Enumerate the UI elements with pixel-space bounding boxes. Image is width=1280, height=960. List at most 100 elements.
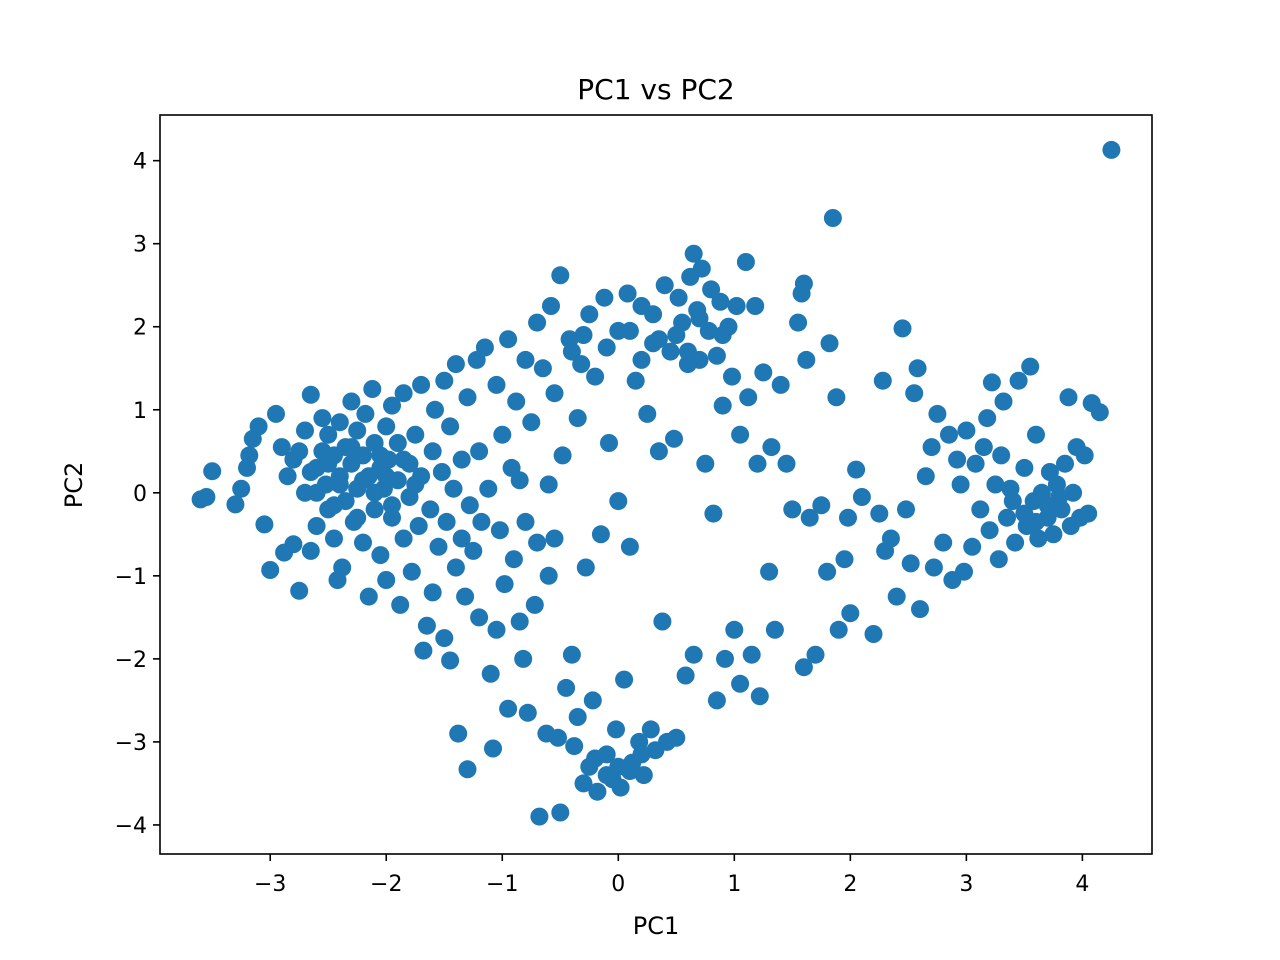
scatter-point: [634, 766, 653, 785]
scatter-point: [363, 380, 382, 398]
y-axis-label: PC2: [60, 462, 88, 509]
scatter-point: [377, 417, 396, 436]
scatter-point: [588, 782, 607, 801]
scatter-point: [417, 616, 436, 635]
scatter-point: [409, 517, 428, 535]
scatter-point: [301, 463, 320, 481]
scatter-point: [545, 529, 564, 548]
plot-frame: [159, 114, 1153, 855]
scatter-point: [325, 496, 343, 515]
scatter-point: [514, 649, 533, 668]
y-axis: −4 −3 −2 −1 0 1 2 3 4: [115, 150, 160, 839]
scatter-point: [446, 355, 465, 374]
scatter-point: [493, 425, 512, 444]
scatter-point: [568, 708, 587, 726]
scatter-point: [742, 645, 761, 664]
scatter-point: [873, 371, 892, 390]
scatter-point: [490, 521, 509, 540]
scatter-point: [986, 475, 1005, 494]
scatter-point: [255, 515, 274, 534]
scatter-point: [565, 737, 584, 756]
scatter-point: [736, 253, 755, 271]
scatter-point: [576, 558, 595, 577]
scatter-point: [319, 425, 338, 444]
scatter-point: [487, 375, 506, 394]
scatter-point: [586, 749, 605, 768]
scatter-point: [989, 550, 1008, 569]
scatter-point: [429, 537, 448, 556]
y-tick-label: −1: [115, 565, 147, 590]
scatter-point: [800, 508, 819, 527]
scatter-point: [684, 244, 703, 263]
scatter-point: [586, 367, 605, 386]
scatter-point: [812, 496, 831, 515]
scatter-point: [974, 438, 993, 457]
scatter-point: [412, 375, 431, 394]
scatter-point: [806, 645, 825, 664]
y-tick-label: 3: [133, 233, 147, 258]
scatter-point: [354, 471, 372, 490]
y-tick-label: 4: [133, 150, 147, 175]
scatter-point: [383, 396, 401, 415]
scatter-point: [371, 446, 390, 465]
scatter-point: [525, 595, 544, 614]
scatter-point: [197, 488, 216, 506]
scatter-point: [1015, 458, 1034, 477]
scatter-point: [499, 330, 518, 349]
scatter-point: [820, 334, 839, 353]
plot-area: [191, 140, 1121, 826]
scatter-point: [771, 375, 790, 394]
scatter-point: [441, 417, 460, 436]
scatter-point: [522, 413, 541, 432]
scatter-point: [957, 421, 976, 440]
scatter-point: [504, 550, 523, 569]
scatter-point: [377, 467, 396, 486]
scatter-point: [626, 371, 645, 390]
scatter-point: [980, 521, 999, 540]
scatter-point: [507, 392, 526, 411]
scatter-point: [940, 425, 958, 444]
scatter-point: [716, 649, 734, 668]
scatter-point: [678, 342, 697, 361]
scatter-point: [539, 566, 558, 585]
scatter-point: [908, 359, 927, 378]
scatter-point: [272, 438, 291, 457]
y-tick-label: −2: [115, 648, 147, 673]
scatter-point: [618, 284, 637, 303]
scatter-point: [754, 363, 773, 382]
scatter-point: [1056, 454, 1074, 473]
x-axis-label: PC1: [633, 912, 680, 940]
scatter-point: [1059, 388, 1078, 407]
scatter-point: [839, 508, 857, 527]
scatter-point: [290, 581, 309, 600]
scatter-point: [731, 674, 750, 693]
scatter-point: [549, 728, 567, 747]
scatter-point: [777, 454, 796, 473]
scatter-point: [727, 297, 746, 315]
scatter-point: [870, 504, 889, 523]
scatter-point: [829, 620, 848, 639]
scatter-point: [713, 396, 732, 415]
scatter-point: [391, 595, 410, 614]
scatter-point: [426, 400, 444, 419]
scatter-point: [278, 467, 297, 486]
scatter-point: [470, 442, 489, 461]
scatter-point: [394, 529, 413, 548]
scatter-point: [267, 404, 285, 423]
scatter-point: [1090, 403, 1109, 422]
scatter-point: [499, 699, 518, 718]
scatter-point: [330, 475, 349, 494]
scatter-point: [487, 620, 506, 639]
scatter-point: [746, 297, 765, 315]
x-tick-label: 1: [727, 872, 741, 897]
scatter-point: [611, 778, 630, 797]
scatter-point: [394, 384, 413, 403]
y-tick-label: −4: [115, 814, 147, 839]
scatter-point: [301, 385, 320, 404]
scatter-point: [423, 442, 442, 461]
scatter-point: [748, 454, 767, 473]
scatter-point: [723, 367, 741, 386]
scatter-point: [296, 421, 314, 440]
scatter-point: [665, 429, 683, 448]
scatter-point: [354, 533, 372, 552]
